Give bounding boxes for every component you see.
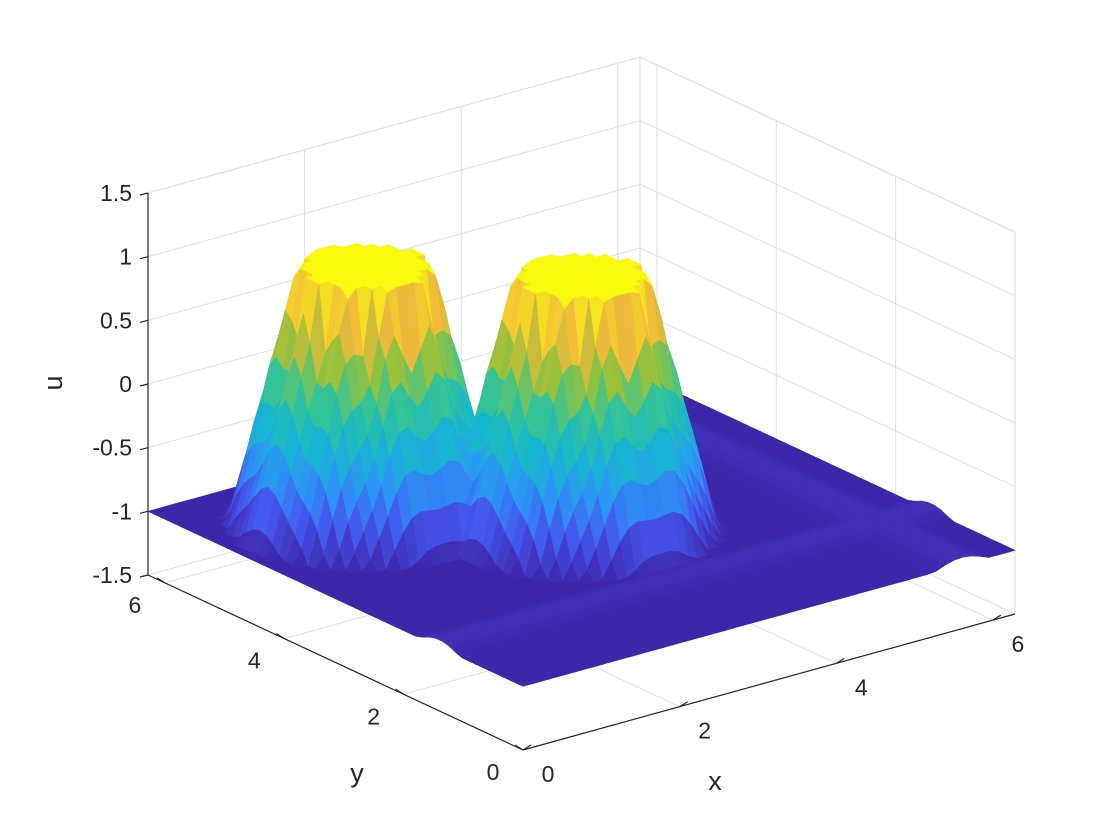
x-tick (992, 614, 1002, 621)
x-axis-line (522, 613, 1016, 751)
x-tick-label: 4 (855, 674, 868, 700)
z-tick-label: 0 (119, 371, 132, 397)
x-tick-label: 0 (542, 761, 555, 787)
x-tick-label: 2 (698, 718, 711, 744)
x-axis-label: x (708, 766, 722, 796)
z-tick-label: 1.5 (100, 180, 132, 206)
side-wall-grid-line (639, 120, 1016, 297)
side-wall-grid-line (639, 247, 1016, 424)
z-tick-label: 1 (119, 244, 132, 270)
side-wall-grid-line (639, 311, 1016, 488)
z-tick-label: -1.5 (92, 562, 132, 588)
y-tick (156, 577, 166, 584)
z-axis-label: u (38, 375, 68, 390)
y-tick (395, 688, 404, 695)
surface (147, 242, 1016, 687)
back-wall-grid-line (147, 120, 641, 258)
z-tick-label: -1 (112, 498, 132, 524)
pane-edge (639, 56, 1016, 233)
y-tick (275, 633, 285, 640)
y-tick (514, 744, 524, 751)
y-tick-label: 0 (487, 759, 500, 785)
y-tick-label: 6 (128, 592, 141, 618)
pane-edge (147, 56, 641, 194)
x-tick (835, 657, 845, 664)
y-axis-label: y (350, 758, 364, 788)
x-tick (522, 744, 532, 751)
side-wall-grid-line (639, 183, 1016, 360)
x-tick (679, 701, 688, 708)
z-tick (139, 256, 149, 260)
z-tick (139, 319, 149, 323)
surface-patch (515, 680, 533, 687)
z-tick-label: -0.5 (92, 435, 132, 461)
tick-labels: 0 2 4 6 0 2 4 6 -1.5 -1 -0.5 0 0.5 1 1.5 (92, 180, 1024, 787)
y-tick-label: 2 (367, 703, 380, 729)
z-tick (139, 510, 149, 514)
y-axis-line (147, 574, 524, 751)
z-tick (139, 192, 149, 196)
z-tick (139, 447, 149, 451)
y-tick-label: 4 (248, 648, 261, 674)
z-tick-label: 0.5 (100, 307, 132, 333)
z-tick (139, 574, 149, 578)
z-tick (139, 383, 149, 387)
x-tick-label: 6 (1011, 631, 1024, 657)
